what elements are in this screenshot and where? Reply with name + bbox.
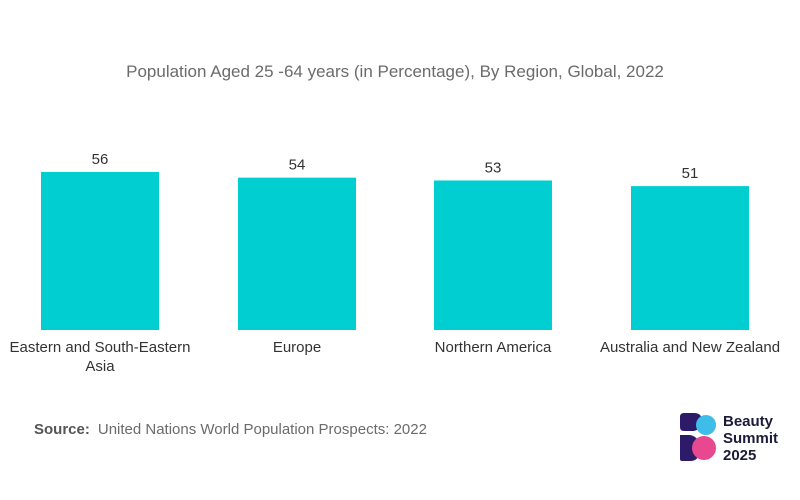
bar-value-label-1: 56 bbox=[92, 151, 109, 168]
category-label-4: Australia and New Zealand bbox=[599, 339, 781, 356]
bar-value-label-2: 54 bbox=[289, 157, 306, 174]
bar-value-label-4: 51 bbox=[682, 165, 699, 182]
source-label: Source: bbox=[34, 421, 90, 438]
chart-title: Population Aged 25 -64 years (in Percent… bbox=[126, 62, 664, 81]
logo-line-2: Summit bbox=[723, 430, 779, 447]
bar-4 bbox=[631, 186, 749, 330]
logo-line-3: 2025 bbox=[723, 447, 757, 464]
beauty-summit-logo: Beauty Summit 2025 bbox=[676, 411, 796, 467]
bar-1 bbox=[41, 172, 159, 330]
logo-mark-icon bbox=[680, 413, 716, 461]
source-text: United Nations World Population Prospect… bbox=[97, 421, 427, 438]
logo-line-1: Beauty bbox=[723, 413, 774, 430]
category-label-1: Eastern and South-Eastern Asia bbox=[9, 339, 191, 375]
bar-2 bbox=[238, 177, 356, 330]
category-label-3: Northern America bbox=[434, 339, 552, 356]
source-note: Source: United Nations World Population P… bbox=[34, 421, 427, 438]
bar-value-label-3: 53 bbox=[485, 159, 502, 176]
category-label-2: Europe bbox=[272, 339, 322, 356]
bars-group: 56 54 53 51 bbox=[41, 151, 749, 330]
bar-3 bbox=[434, 180, 552, 330]
